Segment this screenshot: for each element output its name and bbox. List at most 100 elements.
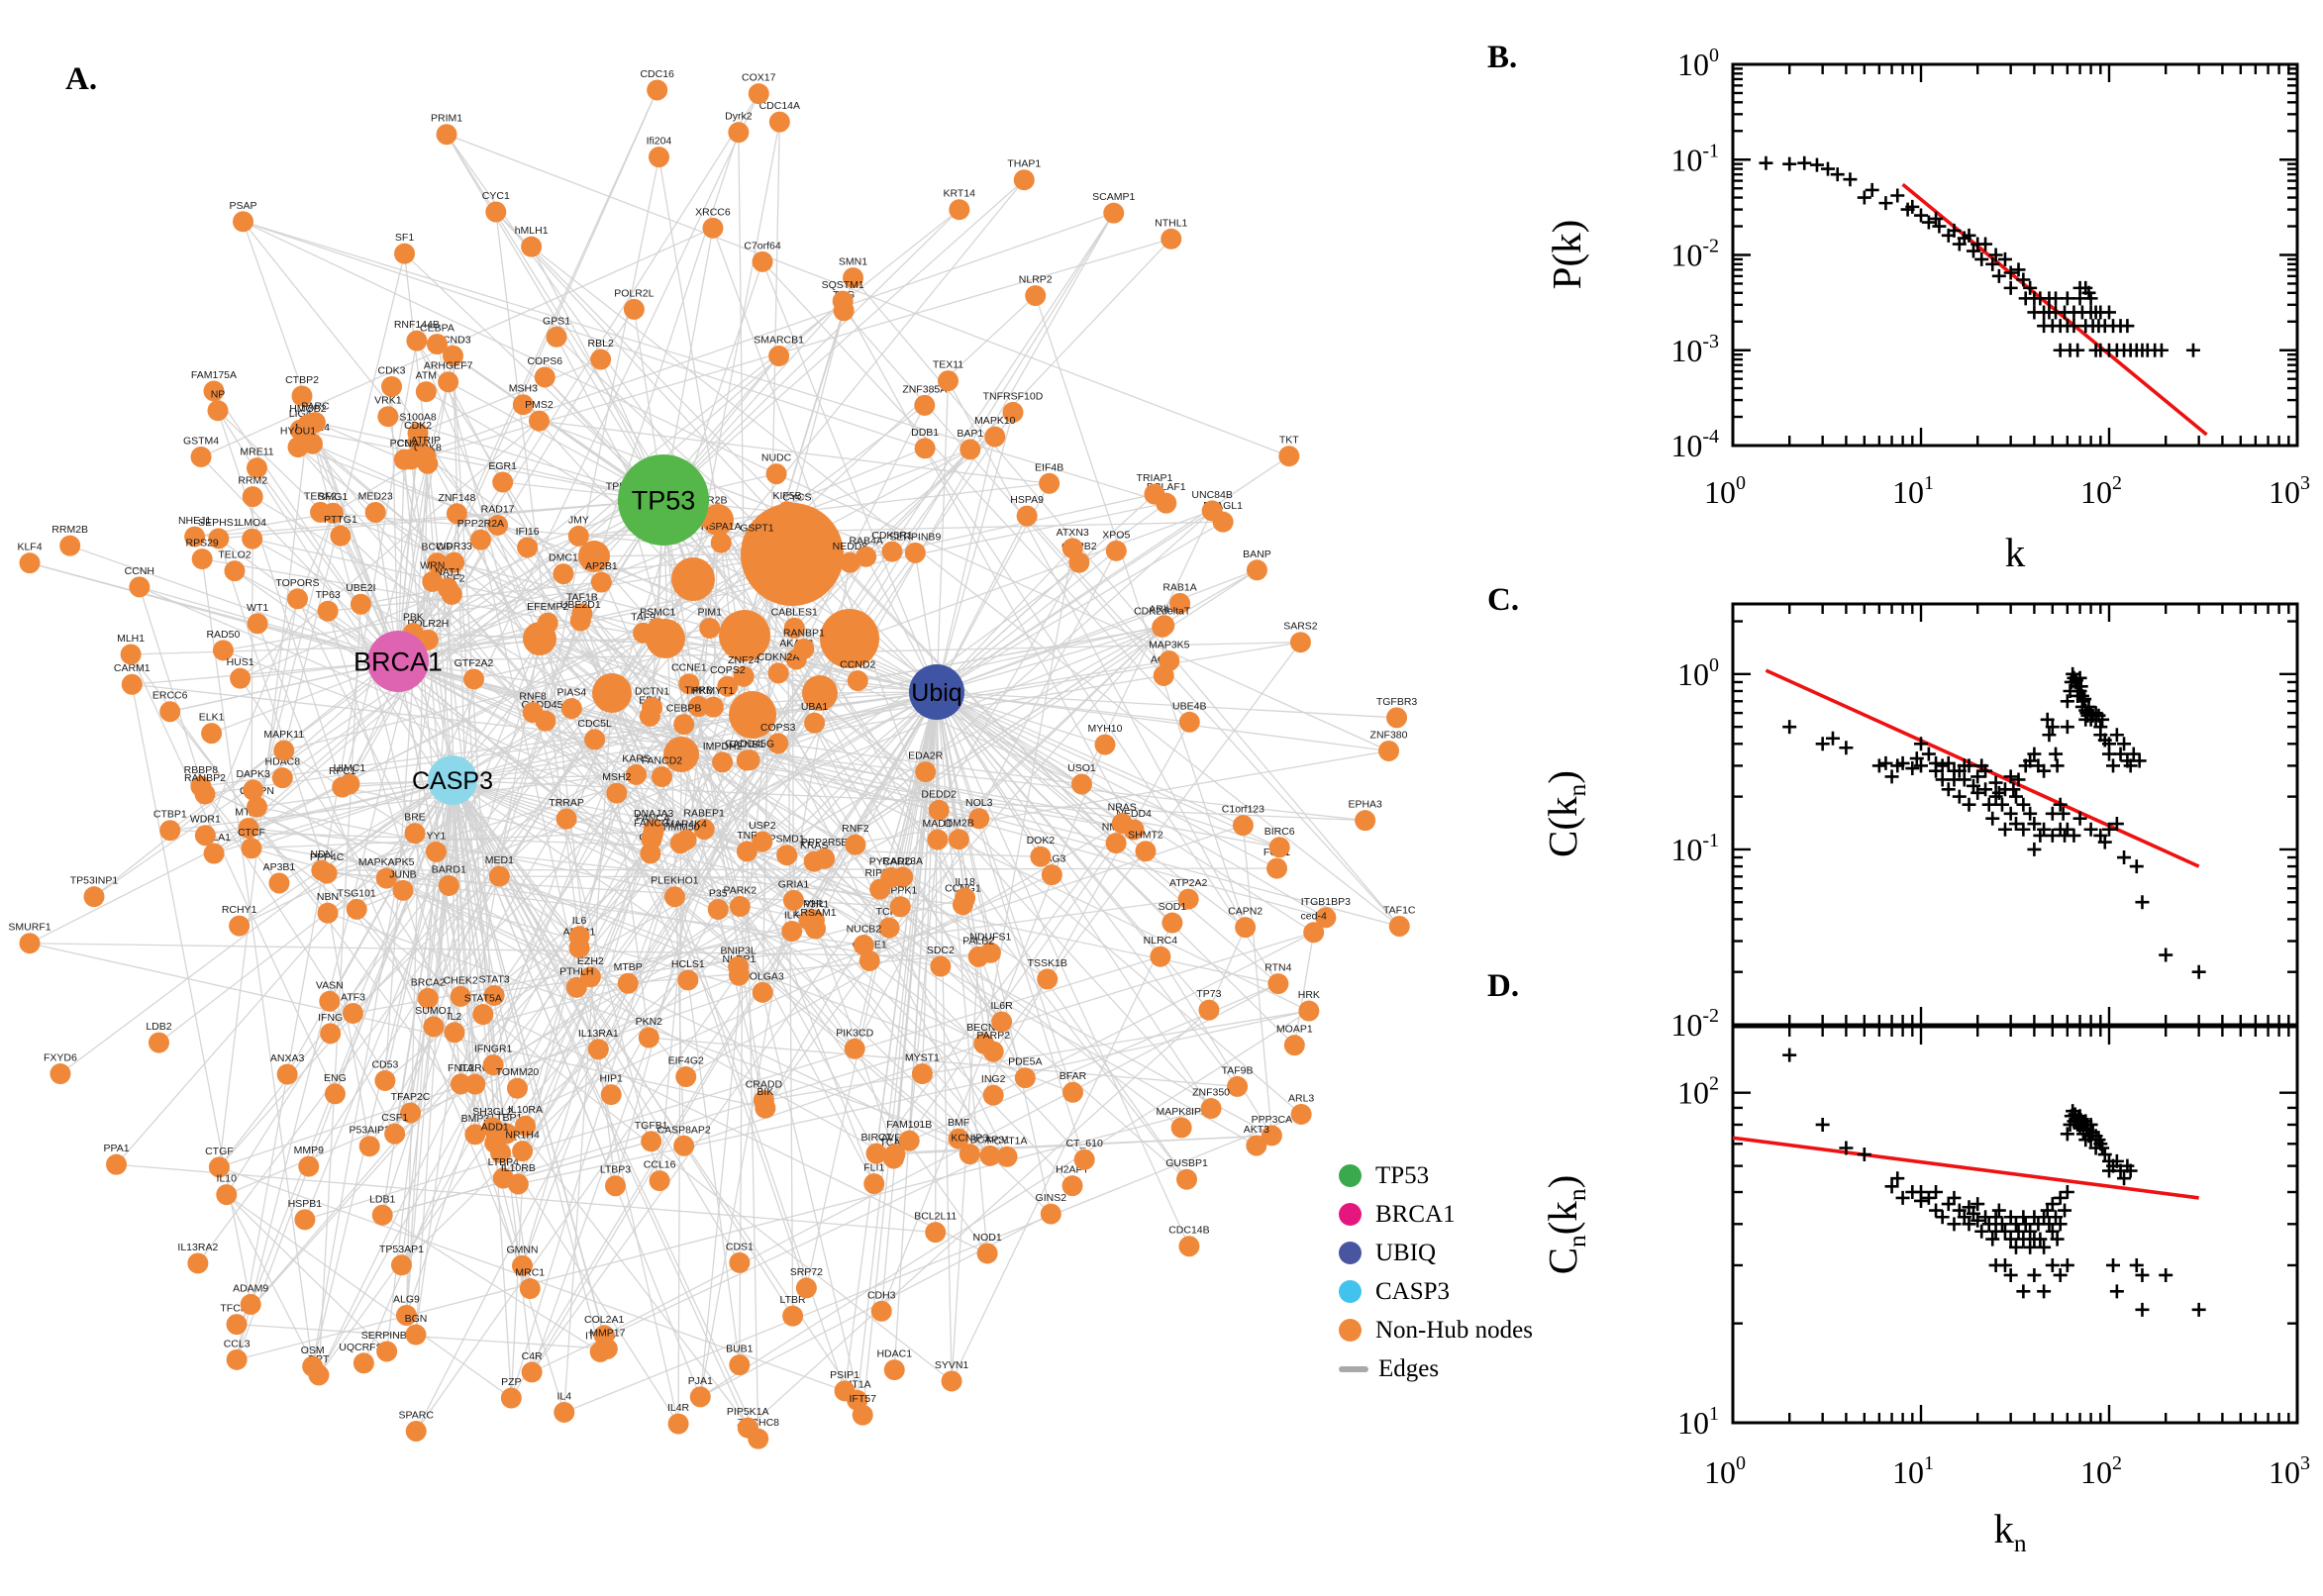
network-node [1298,1000,1320,1022]
network-node [752,981,773,1003]
network-node-label: NBN [317,891,339,903]
plot-point [1929,1185,1944,1200]
network-edge [743,676,759,1440]
plot-point [1978,763,1993,778]
legend-label: BRCA1 [1375,1200,1456,1228]
network-node [663,886,685,908]
y-tick-label: 100 [1677,45,1719,82]
network-node-label: LTBP4 [488,1156,519,1168]
plot-point [1935,758,1950,773]
network-edge [842,300,1135,831]
network-edge [983,548,1073,1045]
network-edge [130,653,502,1153]
panel-d-x-axis-label: kn [1993,1506,2027,1558]
network-edge [307,424,399,662]
network-node [317,902,339,924]
network-edge [844,691,938,1391]
plot-point [2049,291,2064,306]
plot-point [1905,199,1920,214]
network-node [786,503,808,525]
network-edge [304,955,1162,1221]
network-node-label: Ifi204 [647,136,672,148]
network-node [417,987,439,1009]
network-node [693,819,715,841]
plot-point [2154,343,2169,357]
plot-point [2045,1257,2060,1272]
network-node [1261,1125,1282,1147]
network-node-label: TP53AP1 [379,1244,424,1255]
network-edge [452,779,476,1085]
network-node [949,199,970,221]
network-node-label: PARK2 [723,885,757,897]
network-edge [664,638,940,811]
network-edge [452,779,740,976]
network-hubs: TP53 BRCA1 Ubiq CASP3 [354,454,964,805]
network-node [1266,857,1288,879]
network-node-label: BANP [1243,549,1271,560]
network-node [567,525,589,547]
panel-b-y-axis-label: P(k) [1544,219,1589,290]
network-node-label: DOK2 [1027,835,1056,847]
plot-point [2072,811,2087,826]
network-node-label: NLRC4 [1144,935,1178,947]
network-node-label: TNFRSF10D [983,390,1044,402]
plot-point [1895,755,1910,770]
network-node-label: FANCG [634,818,669,830]
network-node-label: SHMT2 [1128,830,1163,842]
legend-item-edges: Edges [1339,1349,1616,1388]
network-edge [318,638,851,1376]
network-node-label: CCND2 [840,659,875,671]
network-node-label: MED1 [485,854,514,866]
network-node [984,426,1006,448]
network-edge [318,604,362,1375]
network-edge [539,638,689,981]
network-edge [581,613,846,1392]
network-node [805,918,827,940]
core-cluster-node [729,691,776,739]
network-node [339,773,360,795]
network-edge [130,653,337,1095]
plot-point [1921,747,1936,761]
network-node [320,1023,342,1045]
network-edge [924,448,1279,984]
network-node [522,702,544,724]
network-node [863,1173,885,1195]
network-node-label: TP53INP1 [70,875,119,887]
network-node-label: HCLS1 [671,958,705,970]
network-node-label: IL2RG [460,1062,490,1074]
network-edge [611,692,740,967]
network-edge [531,246,664,501]
network-node [707,899,729,921]
network-node-label: RAD23A [882,855,923,867]
network-edge [240,420,540,679]
network-node-label: RAB4A [849,535,882,547]
network-edge [397,660,1272,1137]
network-node-label: SDC2 [927,945,955,956]
network-edge [503,932,1314,1179]
network-node-label: OSM [301,1345,325,1356]
network-node [782,1305,804,1327]
chart-B: 100 10-1 10-2 10-3 10-4 100 101 102 103 [1670,45,2310,510]
plot-point [2117,737,2132,751]
network-edge [452,638,541,781]
plot-point [2049,1210,2064,1225]
plot-point [2016,272,2031,287]
network-nodes: ZNF24C7orf64USF2CDC6S100A8GPS1BCCIPCCNB1… [8,68,1417,1449]
network-node-label: SEPHS1 [198,517,240,529]
network-node-label: CDKN2A [758,651,800,663]
network-edge [936,521,1224,693]
network-node [59,535,81,556]
network-edge [936,549,1117,693]
plot-point [2060,1257,2074,1272]
network-node-label: KARS [622,752,651,764]
network-node-label: ced-4 [1301,911,1327,923]
network-node [1170,1117,1192,1139]
network-node-label: COX17 [742,72,776,84]
network-node [699,617,721,639]
network-node-label: C4R [522,1350,543,1362]
network-node-label: BARD1 [432,863,466,875]
ubiq-dot-icon [1339,1242,1362,1264]
plot-point [1962,758,1976,773]
network-edge [683,1043,985,1147]
network-node-label: RRM2B [51,524,88,536]
